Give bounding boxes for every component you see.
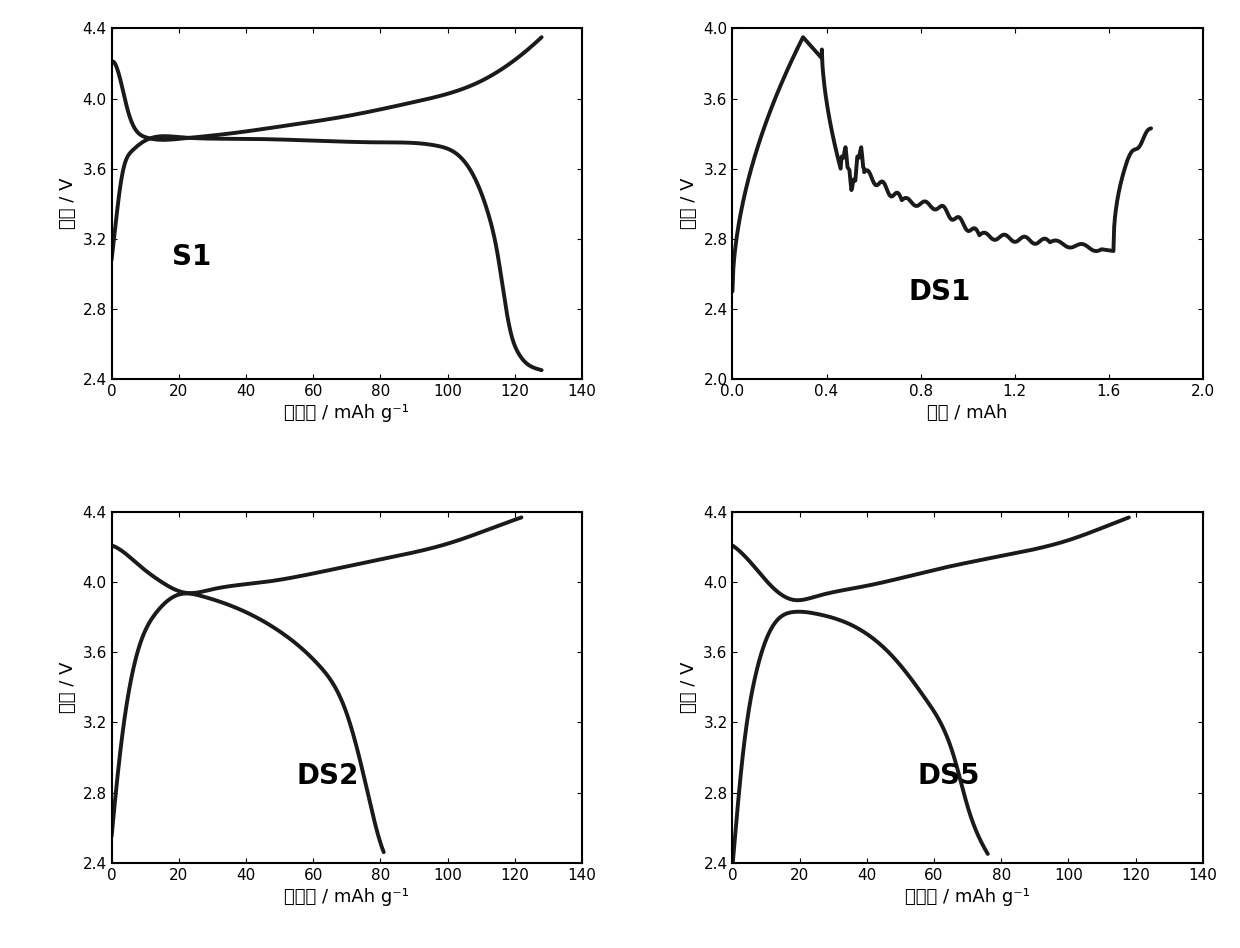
X-axis label: 比容量 / mAh g⁻¹: 比容量 / mAh g⁻¹ — [284, 888, 409, 906]
Y-axis label: 电压 / V: 电压 / V — [680, 178, 698, 229]
Y-axis label: 电压 / V: 电压 / V — [58, 178, 77, 229]
Text: DS1: DS1 — [909, 278, 971, 306]
Y-axis label: 电压 / V: 电压 / V — [58, 662, 77, 713]
Y-axis label: 电压 / V: 电压 / V — [680, 662, 698, 713]
X-axis label: 比容量 / mAh g⁻¹: 比容量 / mAh g⁻¹ — [905, 888, 1030, 906]
X-axis label: 比容量 / mAh g⁻¹: 比容量 / mAh g⁻¹ — [284, 405, 409, 423]
X-axis label: 容量 / mAh: 容量 / mAh — [928, 405, 1008, 423]
Text: S1: S1 — [172, 243, 211, 271]
Text: DS5: DS5 — [918, 762, 980, 790]
Text: DS2: DS2 — [296, 762, 358, 790]
